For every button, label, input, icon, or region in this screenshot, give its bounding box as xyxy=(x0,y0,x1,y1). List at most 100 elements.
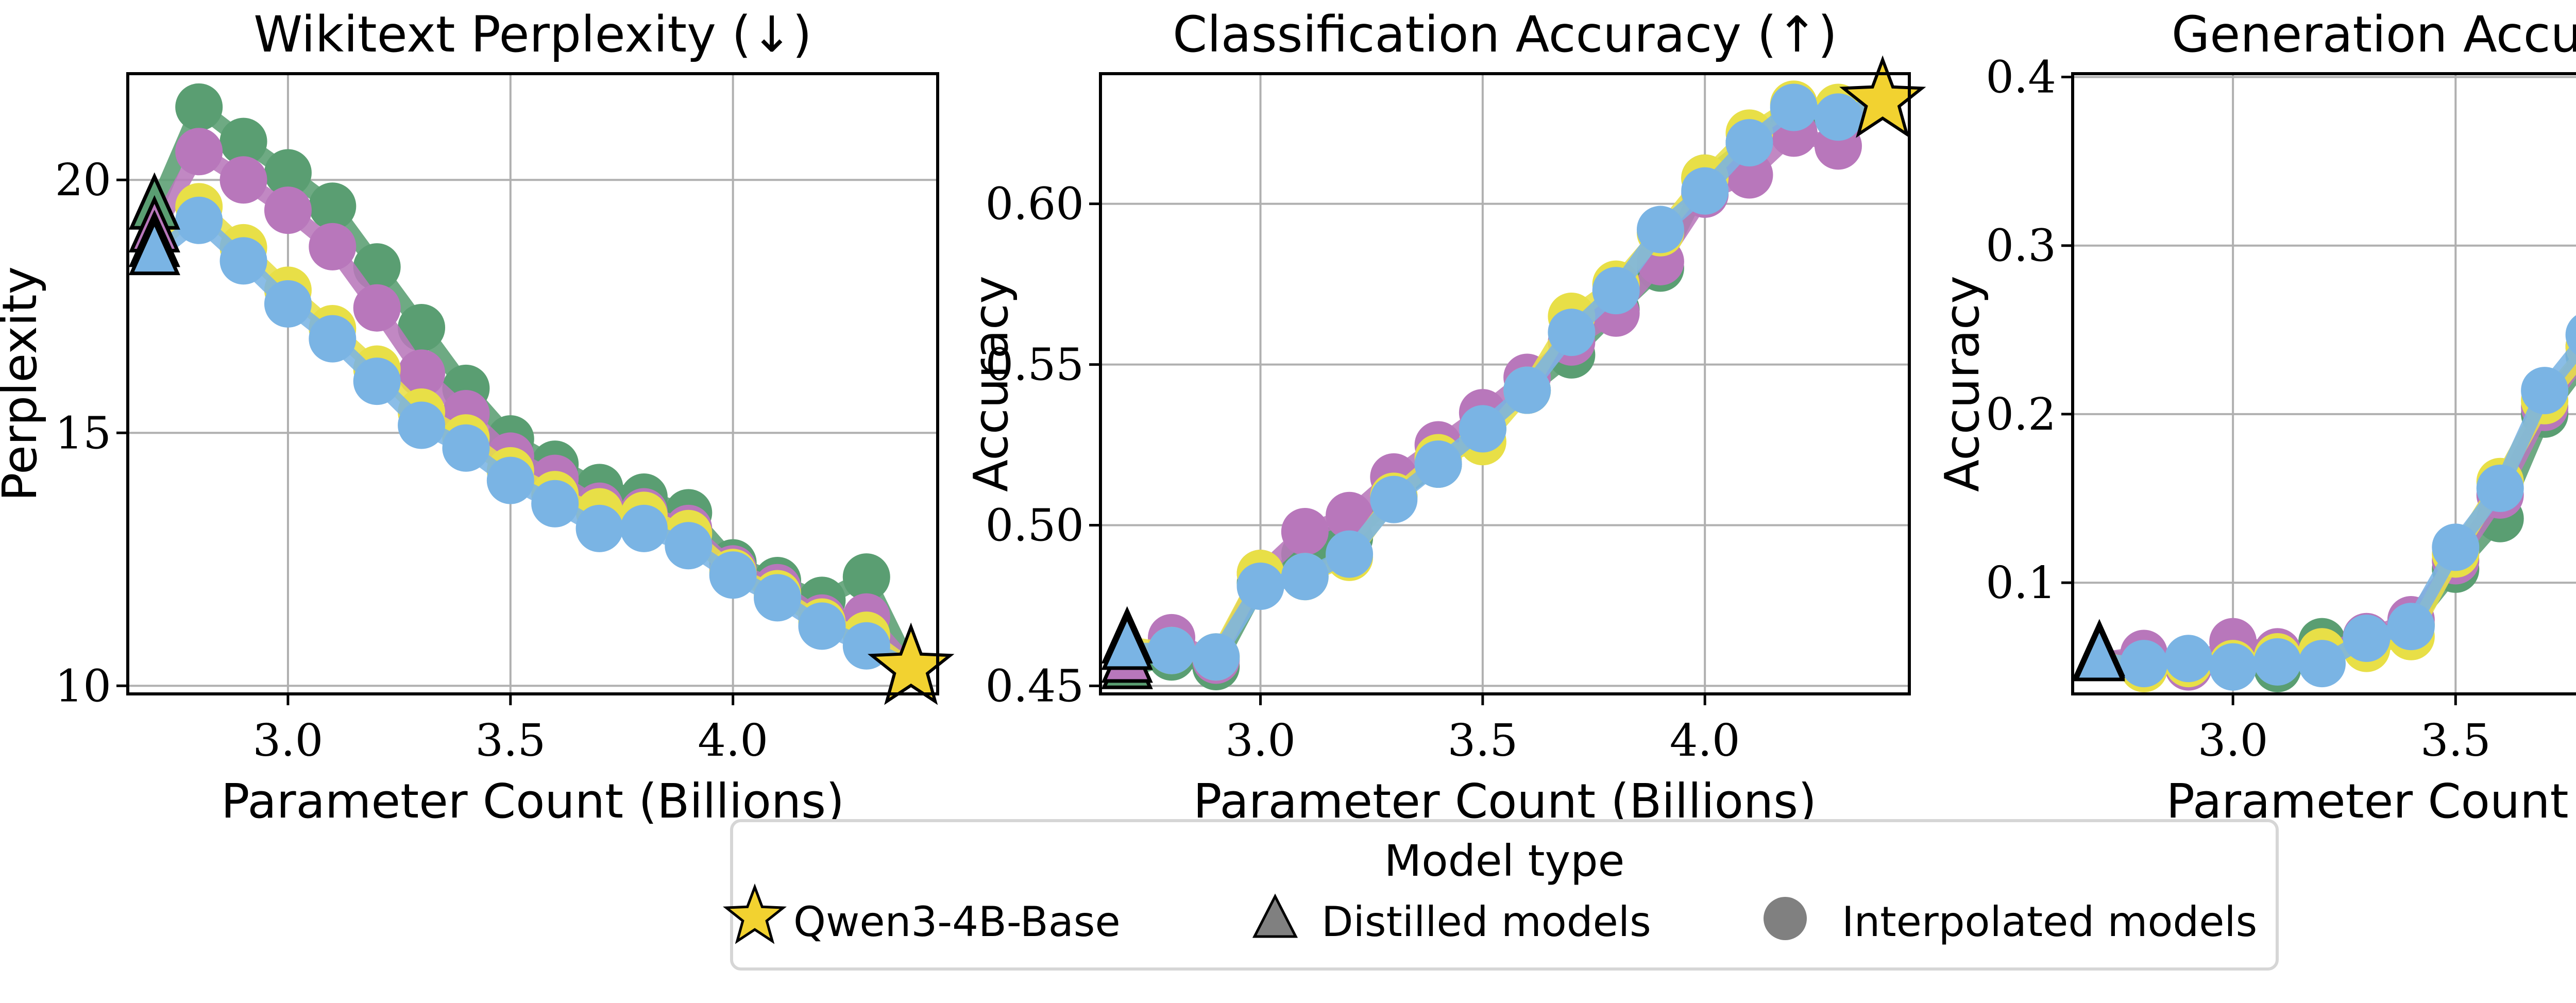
data-point xyxy=(2432,523,2480,571)
y-tick-label: 0.60 xyxy=(986,179,1084,230)
panel-title: Wikitext Perplexity (↓) xyxy=(253,6,812,63)
data-point xyxy=(2209,643,2257,691)
legend-model-label-interpolated: Interpolated models xyxy=(1842,898,2257,946)
data-point xyxy=(264,280,312,328)
data-point xyxy=(1592,267,1640,315)
data-point xyxy=(175,83,223,131)
axes-frame xyxy=(126,72,939,695)
data-point xyxy=(1326,530,1374,578)
data-point xyxy=(353,284,401,332)
x-tick-label: 3.0 xyxy=(253,715,324,767)
data-point xyxy=(531,480,579,528)
data-point xyxy=(1814,93,1862,141)
data-point xyxy=(754,574,802,622)
axes-frame xyxy=(1099,72,1911,695)
data-point xyxy=(1192,633,1240,681)
y-axis-label: Perplexity xyxy=(0,266,47,501)
y-tick-label: 0.1 xyxy=(1986,557,2056,609)
data-point xyxy=(2521,367,2569,415)
data-point xyxy=(798,602,846,650)
series-line-2 xyxy=(2097,350,2576,676)
distilled-marker xyxy=(1101,613,1153,670)
data-point xyxy=(575,504,623,552)
data-point xyxy=(175,196,223,244)
data-point xyxy=(398,349,446,397)
base-model-star xyxy=(1839,55,1926,138)
x-tick-label: 4.0 xyxy=(1670,715,1740,767)
y-tick-label: 0.3 xyxy=(1986,220,2056,272)
data-point xyxy=(1503,366,1551,414)
data-point xyxy=(175,128,223,176)
data-point xyxy=(1636,206,1684,253)
legend-model-type: Model type Qwen3-4B-Base Distilled model… xyxy=(723,819,2279,971)
distilled-marker xyxy=(2073,624,2125,682)
data-point xyxy=(1548,309,1596,356)
data-point xyxy=(1148,626,1196,674)
data-point xyxy=(2343,615,2391,662)
data-point xyxy=(1459,405,1506,453)
x-tick-label: 4.0 xyxy=(698,715,768,767)
data-point xyxy=(219,237,267,285)
base-model-star xyxy=(867,622,955,705)
data-point xyxy=(1281,507,1329,555)
plot-area xyxy=(128,83,955,705)
data-point xyxy=(1281,553,1329,601)
y-tick-label: 0.2 xyxy=(1986,389,2056,440)
plot-area xyxy=(2073,315,2576,692)
data-point xyxy=(309,315,357,363)
x-tick-label: 3.0 xyxy=(2198,715,2268,767)
y-tick-label: 10 xyxy=(55,660,111,712)
data-point xyxy=(309,223,357,270)
data-point xyxy=(353,358,401,405)
panel-title: Generation Accuracy (↑) xyxy=(2172,6,2576,63)
x-tick-label: 3.0 xyxy=(1225,715,1296,767)
data-point xyxy=(665,522,713,570)
x-tick-label: 3.5 xyxy=(1447,715,1518,767)
data-point xyxy=(398,401,446,449)
y-axis-label: Accuracy xyxy=(963,276,1019,492)
panel-2: Classification Accuracy (↑) 3.0 3.5 4.0 0.45… xyxy=(963,6,1926,829)
triangle-icon xyxy=(1252,893,1298,938)
data-point xyxy=(398,303,446,351)
series-line-0 xyxy=(2098,360,2576,676)
data-point xyxy=(264,149,312,197)
y-tick-label: 20 xyxy=(55,155,111,206)
y-tick-label: 0.50 xyxy=(986,500,1084,551)
y-tick-label: 0.55 xyxy=(986,339,1084,391)
panel-1: Wikitext Perplexity (↓)3.0 3.5 4.0101520Pa… xyxy=(0,6,955,829)
data-point xyxy=(486,456,534,504)
panel-title: Classification Accuracy (↑) xyxy=(1173,6,1837,63)
data-point xyxy=(842,553,890,601)
data-point xyxy=(2298,640,2346,688)
x-tick-label: 3.5 xyxy=(2420,715,2491,767)
data-point xyxy=(264,186,312,234)
y-tick-label: 0.4 xyxy=(1986,52,2056,104)
data-point xyxy=(219,117,267,165)
data-point xyxy=(2476,464,2524,512)
data-point xyxy=(709,551,757,599)
data-point xyxy=(442,424,490,472)
legend-model-label-base: Qwen3-4B-Base xyxy=(793,898,1121,946)
data-point xyxy=(2120,640,2168,688)
circle-icon xyxy=(1764,897,1807,940)
data-point xyxy=(1414,440,1462,488)
panels: Wikitext Perplexity (↓)3.0 3.5 4.0101520Pa… xyxy=(0,6,2576,829)
data-point xyxy=(2253,638,2301,686)
distilled-marker xyxy=(128,217,180,276)
plot-area xyxy=(1101,55,1926,690)
y-axis-label: Accuracy xyxy=(1935,276,1990,492)
legend-model-label-distilled: Distilled models xyxy=(1321,898,1651,946)
data-point xyxy=(2565,315,2576,355)
legend-model-box xyxy=(730,819,2279,971)
panel-3: Generation Accuracy (↑)3.03.54.00.10.20.… xyxy=(1935,6,2576,829)
legend-model-title: Model type xyxy=(1384,836,1625,886)
data-point xyxy=(2387,603,2435,651)
y-tick-label: 0.45 xyxy=(986,660,1084,712)
star-icon xyxy=(723,883,787,944)
data-point xyxy=(620,504,668,552)
data-point xyxy=(1770,83,1818,131)
data-point xyxy=(219,156,267,204)
data-point xyxy=(1681,167,1729,215)
data-point xyxy=(1370,475,1418,523)
